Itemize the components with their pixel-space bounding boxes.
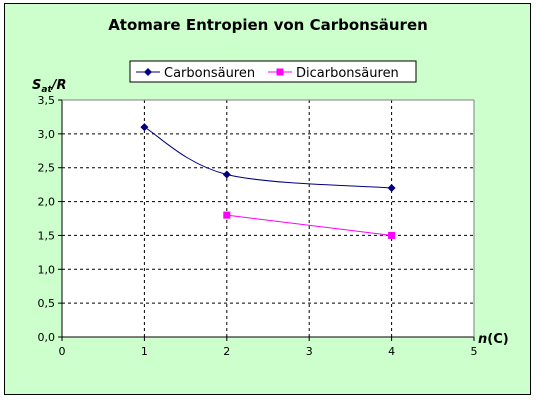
y-axis-label-rest: /R <box>50 78 67 93</box>
data-point-series-2 <box>388 231 396 239</box>
y-axis-label-main: S <box>32 78 41 93</box>
x-axis-label-main: n <box>478 332 487 347</box>
series-line-2 <box>226 214 392 236</box>
plot-area <box>62 100 474 337</box>
x-tick-label: 5 <box>471 345 478 358</box>
x-tick-label: 1 <box>141 345 148 358</box>
y-tick-label: 3,0 <box>38 128 56 141</box>
data-point-series-1 <box>222 170 231 179</box>
y-tick-label: 2,5 <box>38 162 56 175</box>
y-tick-label: 3,5 <box>38 94 56 107</box>
x-tick-label: 3 <box>306 345 313 358</box>
y-tick-label: 0,0 <box>38 331 56 344</box>
legend-marker-2 <box>276 68 284 76</box>
y-tick-label: 1,5 <box>38 229 56 242</box>
x-tick-label: 4 <box>388 345 395 358</box>
legend-label-2: Dicarbonsäuren <box>296 66 399 81</box>
legend-label-1: Carbonsäuren <box>164 66 255 81</box>
legend: Carbonsäuren Dicarbonsäuren <box>129 60 417 83</box>
y-axis-label-sub: at <box>41 85 52 95</box>
x-tick-label: 2 <box>223 345 230 358</box>
x-tick-label: 0 <box>59 345 66 358</box>
data-point-series-2 <box>223 211 231 219</box>
data-point-series-1 <box>387 184 396 193</box>
legend-marker-1 <box>144 68 152 76</box>
y-tick-label: 0,5 <box>38 297 56 310</box>
data-point-series-1 <box>140 123 149 132</box>
y-tick-label: 2,0 <box>38 196 56 209</box>
series-line-1 <box>144 126 392 189</box>
x-axis-label-rest: (C) <box>487 332 508 347</box>
y-tick-label: 1,0 <box>38 263 56 276</box>
x-axis-label: n(C) <box>478 332 509 347</box>
chart-title: Atomare Entropien von Carbonsäuren <box>108 16 428 34</box>
y-axis-label: Sat/R <box>32 78 67 95</box>
